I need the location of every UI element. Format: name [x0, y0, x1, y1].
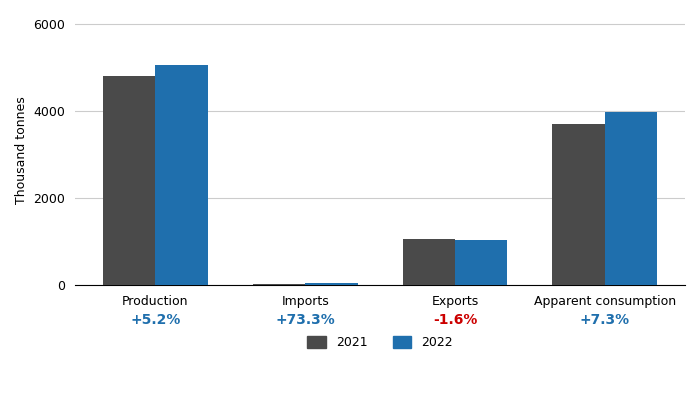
Bar	[605, 112, 657, 285]
Bar	[552, 124, 605, 285]
Bar	[155, 65, 208, 285]
Bar	[402, 239, 455, 285]
Legend: 2021, 2022: 2021, 2022	[302, 331, 458, 354]
Y-axis label: Thousand tonnes: Thousand tonnes	[15, 96, 28, 204]
Text: +73.3%: +73.3%	[275, 313, 335, 327]
Text: -1.6%: -1.6%	[433, 313, 477, 327]
Bar	[253, 284, 305, 285]
Bar	[455, 240, 508, 285]
Text: +5.2%: +5.2%	[130, 313, 181, 327]
Text: +7.3%: +7.3%	[580, 313, 630, 327]
Bar	[103, 76, 155, 285]
Bar	[305, 283, 358, 285]
